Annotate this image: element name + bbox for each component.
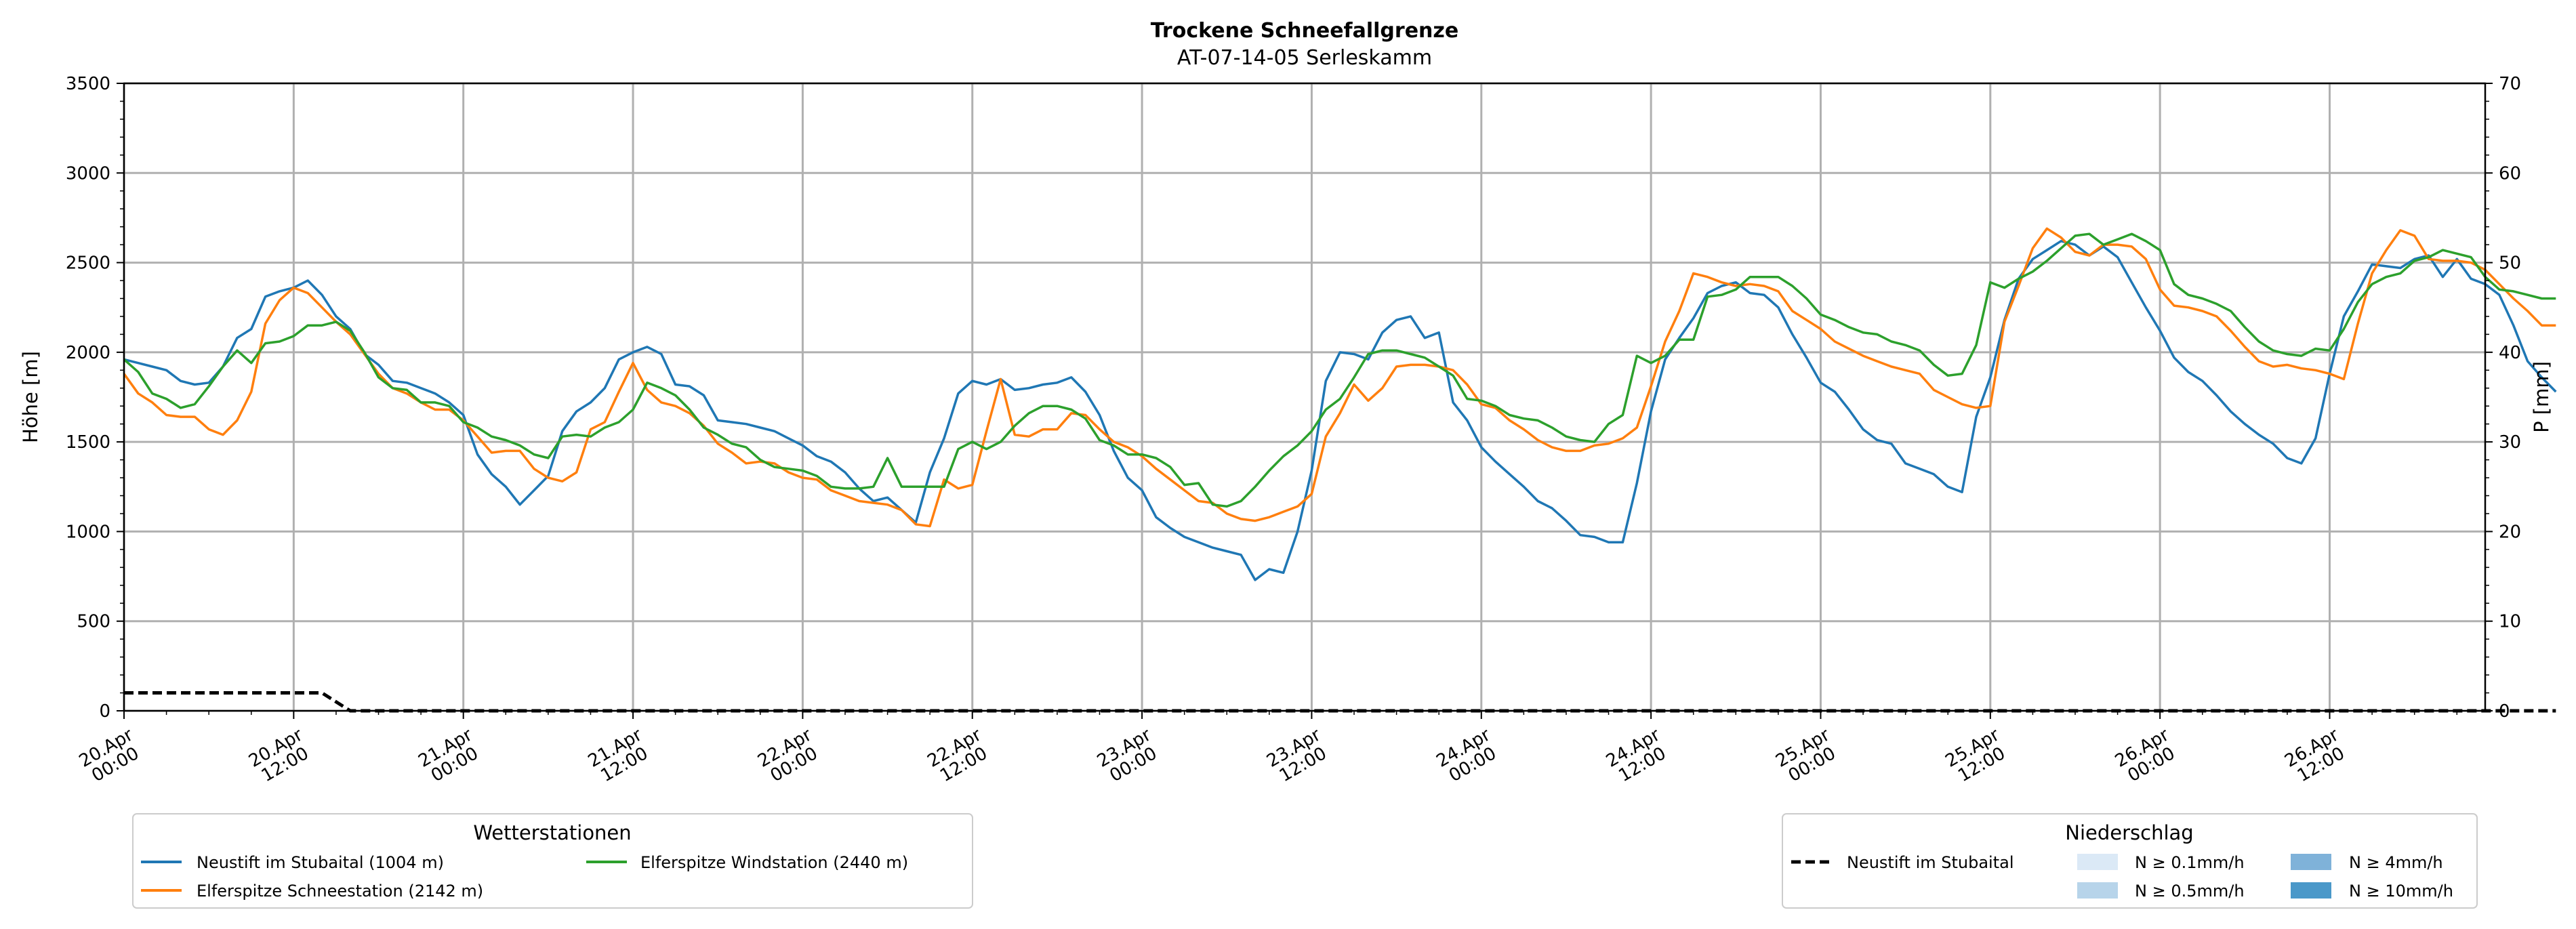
y2-tick-label: 70 — [2499, 74, 2521, 94]
legend-patch-precip-05 — [2077, 882, 2118, 899]
legend-patch-precip-4 — [2291, 854, 2331, 870]
y2-tick-label: 20 — [2499, 522, 2521, 542]
y-tick-label: 0 — [99, 701, 110, 722]
legend-precip-title: Niederschlag — [2065, 821, 2193, 844]
precip-series-layer — [124, 691, 2556, 713]
legend-precip: Niederschlag Neustift im Stubaital N ≥ 0… — [1782, 813, 2478, 909]
grid-lines — [123, 82, 2485, 712]
y2-axis-label: P [mm] — [2530, 361, 2553, 433]
series-layer — [123, 227, 2557, 581]
legend-label-precip-line: Neustift im Stubaital — [1847, 853, 2014, 872]
legend-label-precip-05: N ≥ 0.5mm/h — [2135, 882, 2245, 901]
plot-frame — [123, 82, 2487, 712]
legend-stations-title: Wetterstationen — [473, 821, 631, 844]
y2-tick-label: 10 — [2499, 612, 2521, 632]
y-tick-label: 3500 — [66, 74, 110, 94]
legend-stations-frame — [132, 813, 973, 909]
y2-tick-label: 50 — [2499, 253, 2521, 274]
legend-patch-precip-10 — [2291, 882, 2331, 899]
series-line-windstation — [123, 232, 2556, 508]
precip-line-neustift — [124, 691, 2556, 713]
y-tick-label: 2000 — [66, 343, 110, 363]
chart-subtitle: AT-07-14-05 Serleskamm — [1177, 46, 1432, 70]
legend-label-precip-01: N ≥ 0.1mm/h — [2135, 853, 2245, 872]
y-tick-label: 1500 — [66, 432, 110, 453]
y2-tick-label: 30 — [2499, 432, 2521, 453]
legend-label-precip-4: N ≥ 4mm/h — [2349, 853, 2443, 872]
legend-stations: Wetterstationen Neustift im Stubaital (1… — [132, 813, 973, 909]
y-tick-label: 1000 — [66, 522, 110, 542]
y2-tick-label: 40 — [2499, 343, 2521, 363]
y-tick-label: 3000 — [66, 163, 110, 184]
legend-label-schneestation: Elferspitze Schneestation (2142 m) — [197, 882, 483, 901]
legend-label-windstation: Elferspitze Windstation (2440 m) — [640, 853, 908, 872]
series-line-neustift — [123, 240, 2557, 581]
chart-title: Trockene Schneefallgrenze — [1151, 19, 1458, 43]
y-tick-label: 500 — [77, 612, 110, 632]
legend-patch-precip-01 — [2077, 854, 2118, 870]
y-axis-label: Höhe [m] — [19, 351, 42, 443]
legend-label-precip-10: N ≥ 10mm/h — [2349, 882, 2453, 901]
legend-label-neustift: Neustift im Stubaital (1004 m) — [197, 853, 444, 872]
series-line-schneestation — [123, 227, 2556, 528]
y2-tick-label: 60 — [2499, 163, 2521, 184]
y-tick-label: 2500 — [66, 253, 110, 274]
y2-tick-label: 0 — [2499, 701, 2510, 722]
